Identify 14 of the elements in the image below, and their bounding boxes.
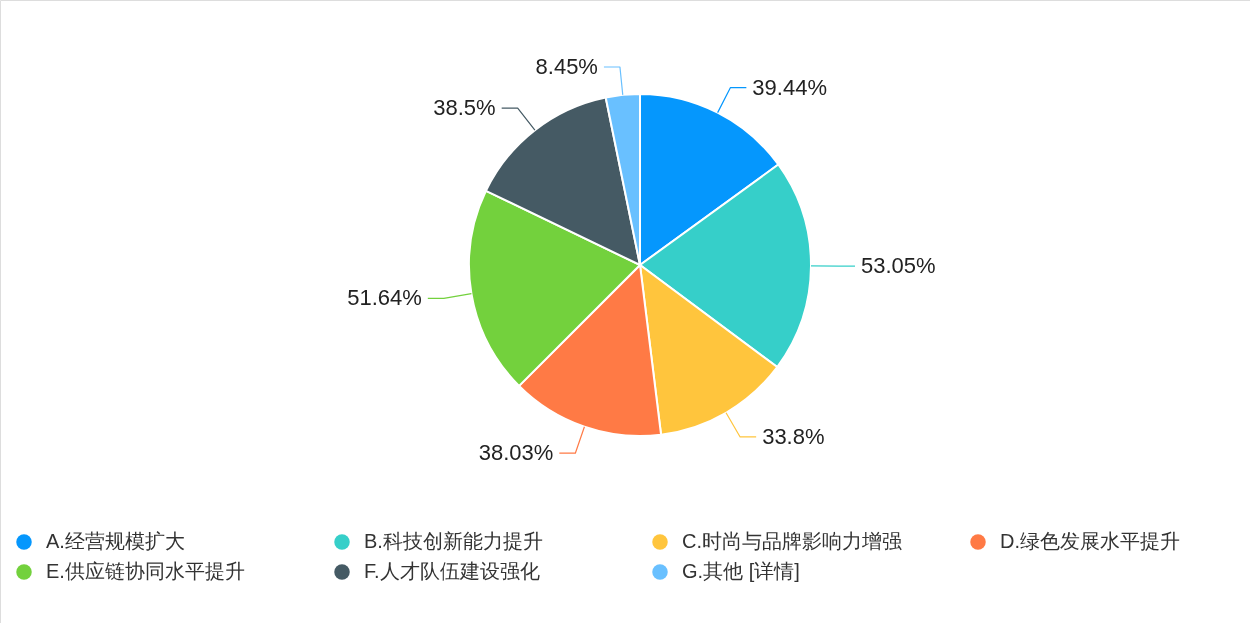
legend-label: E.供应链协同水平提升: [46, 560, 245, 582]
legend-label: A.经营规模扩大: [46, 530, 185, 552]
legend-label: G.其他 [详情]: [682, 560, 800, 582]
data-label: 33.8%: [762, 423, 825, 449]
legend-label: F.人才队伍建设强化: [364, 560, 540, 582]
data-label: 38.03%: [478, 440, 554, 466]
legend-label: D.绿色发展水平提升: [1000, 530, 1180, 552]
data-label: 39.44%: [752, 74, 827, 100]
data-label: 53.05%: [861, 253, 936, 279]
legend-label: C.时尚与品牌影响力增强: [682, 530, 902, 552]
legend-label: B.科技创新能力提升: [364, 530, 543, 552]
data-label: 51.64%: [347, 285, 422, 311]
data-label: 8.45%: [535, 54, 598, 80]
data-label: 38.5%: [433, 95, 496, 121]
